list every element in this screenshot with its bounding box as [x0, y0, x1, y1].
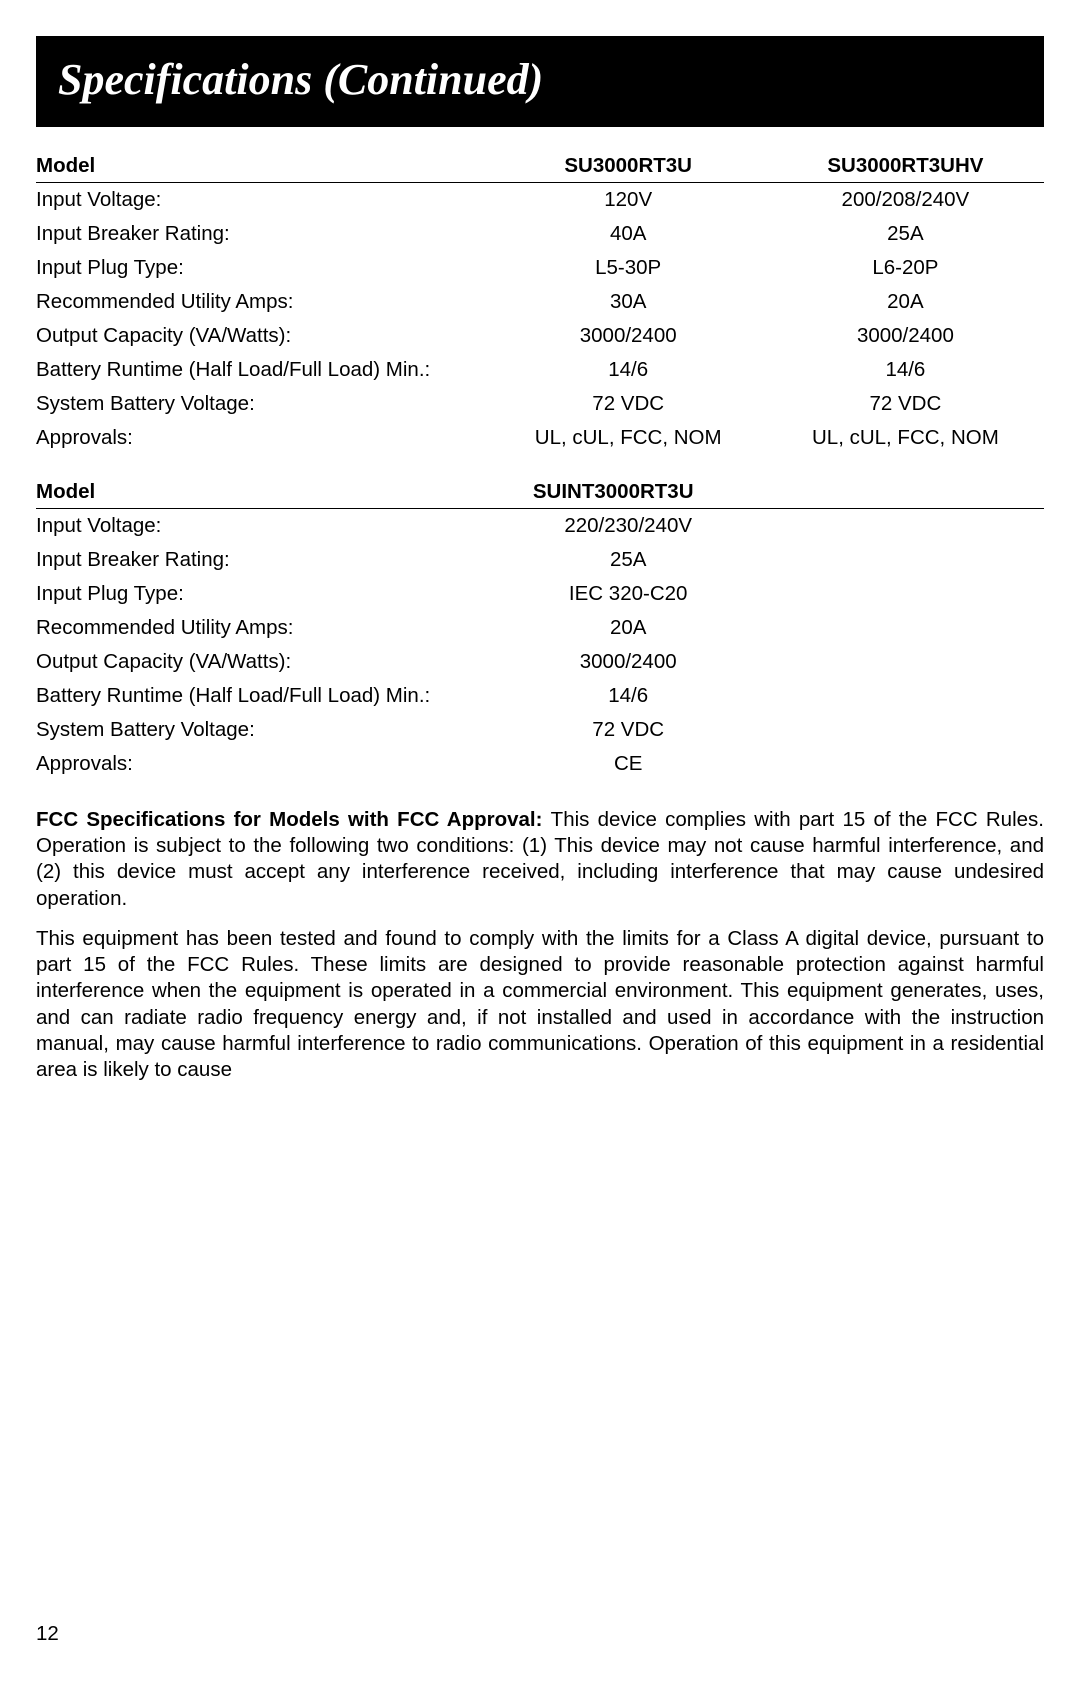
spec-value: 3000/2400: [490, 645, 767, 679]
spec-value: 25A: [767, 217, 1044, 251]
spec-value: 20A: [490, 611, 767, 645]
header-col2: [767, 475, 1044, 509]
table-row: Input Breaker Rating:40A25A: [36, 217, 1044, 251]
fcc-paragraph-1: FCC Specifications for Models with FCC A…: [36, 807, 1044, 912]
table-header-row: Model SU3000RT3U SU3000RT3UHV: [36, 149, 1044, 183]
spec-label: Input Breaker Rating:: [36, 217, 490, 251]
table-row: Battery Runtime (Half Load/Full Load) Mi…: [36, 679, 1044, 713]
page-number: 12: [36, 1622, 59, 1646]
spec-value: UL, cUL, FCC, NOM: [767, 421, 1044, 455]
spec-label: Input Breaker Rating:: [36, 543, 490, 577]
spec-value: [767, 747, 1044, 781]
spec-value: 72 VDC: [490, 713, 767, 747]
spec-value: 72 VDC: [767, 387, 1044, 421]
spec-value: CE: [490, 747, 767, 781]
spec-label: Recommended Utility Amps:: [36, 611, 490, 645]
page: Specifications (Continued) Model SU3000R…: [0, 0, 1080, 1682]
spec-value: 14/6: [767, 353, 1044, 387]
spec-value: UL, cUL, FCC, NOM: [490, 421, 767, 455]
table-row: Approvals:UL, cUL, FCC, NOMUL, cUL, FCC,…: [36, 421, 1044, 455]
table-header-row: Model SUINT3000RT3U: [36, 475, 1044, 509]
spec-value: L6-20P: [767, 251, 1044, 285]
table-row: Approvals:CE: [36, 747, 1044, 781]
spec-label: Battery Runtime (Half Load/Full Load) Mi…: [36, 353, 490, 387]
spec-value: 220/230/240V: [490, 509, 767, 544]
spec-table-1: Model SU3000RT3U SU3000RT3UHV Input Volt…: [36, 149, 1044, 455]
fcc-paragraph-2: This equipment has been tested and found…: [36, 926, 1044, 1083]
section-banner: Specifications (Continued): [36, 36, 1044, 127]
spec-label: Input Plug Type:: [36, 251, 490, 285]
spec-value: 200/208/240V: [767, 183, 1044, 218]
table-row: Input Plug Type:L5-30PL6-20P: [36, 251, 1044, 285]
spec-value: [767, 713, 1044, 747]
table-row: Recommended Utility Amps:30A20A: [36, 285, 1044, 319]
spec-value: 40A: [490, 217, 767, 251]
spec-label: System Battery Voltage:: [36, 713, 490, 747]
spec-label: Output Capacity (VA/Watts):: [36, 645, 490, 679]
spec-value: IEC 320-C20: [490, 577, 767, 611]
header-col1: SU3000RT3U: [490, 149, 767, 183]
spec-value: [767, 679, 1044, 713]
table-row: Input Plug Type:IEC 320-C20: [36, 577, 1044, 611]
spec-value: [767, 543, 1044, 577]
header-label: Model: [36, 149, 490, 183]
spec-value: [767, 509, 1044, 544]
spec-label: Input Plug Type:: [36, 577, 490, 611]
table-row: Recommended Utility Amps:20A: [36, 611, 1044, 645]
spec-value: L5-30P: [490, 251, 767, 285]
spec-value: [767, 645, 1044, 679]
table-row: System Battery Voltage:72 VDC: [36, 713, 1044, 747]
table-row: Output Capacity (VA/Watts):3000/2400: [36, 645, 1044, 679]
table-row: Input Breaker Rating:25A: [36, 543, 1044, 577]
fcc-bold-lead: FCC Specifications for Models with FCC A…: [36, 808, 551, 831]
body-text-block: FCC Specifications for Models with FCC A…: [36, 807, 1044, 1083]
spec-label: Recommended Utility Amps:: [36, 285, 490, 319]
table-row: Output Capacity (VA/Watts):3000/24003000…: [36, 319, 1044, 353]
banner-title: Specifications (Continued): [58, 55, 543, 104]
spec-value: 14/6: [490, 679, 767, 713]
spec-value: 14/6: [490, 353, 767, 387]
spec-value: 72 VDC: [490, 387, 767, 421]
spec-label: Input Voltage:: [36, 183, 490, 218]
spec-value: 3000/2400: [490, 319, 767, 353]
spec-label: Approvals:: [36, 747, 490, 781]
spec-label: System Battery Voltage:: [36, 387, 490, 421]
spec-label: Approvals:: [36, 421, 490, 455]
spec-label: Battery Runtime (Half Load/Full Load) Mi…: [36, 679, 490, 713]
header-col2: SU3000RT3UHV: [767, 149, 1044, 183]
table-row: Input Voltage:120V200/208/240V: [36, 183, 1044, 218]
spec-value: 30A: [490, 285, 767, 319]
spec-value: 20A: [767, 285, 1044, 319]
spec-label: Output Capacity (VA/Watts):: [36, 319, 490, 353]
spec-value: 3000/2400: [767, 319, 1044, 353]
spec-value: 120V: [490, 183, 767, 218]
spec-value: [767, 577, 1044, 611]
spec-label: Input Voltage:: [36, 509, 490, 544]
header-col1: SUINT3000RT3U: [490, 475, 767, 509]
spec-value: 25A: [490, 543, 767, 577]
table-row: System Battery Voltage:72 VDC72 VDC: [36, 387, 1044, 421]
table-row: Battery Runtime (Half Load/Full Load) Mi…: [36, 353, 1044, 387]
header-label: Model: [36, 475, 490, 509]
spec-value: [767, 611, 1044, 645]
spec-table-2: Model SUINT3000RT3U Input Voltage:220/23…: [36, 475, 1044, 781]
table-row: Input Voltage:220/230/240V: [36, 509, 1044, 544]
